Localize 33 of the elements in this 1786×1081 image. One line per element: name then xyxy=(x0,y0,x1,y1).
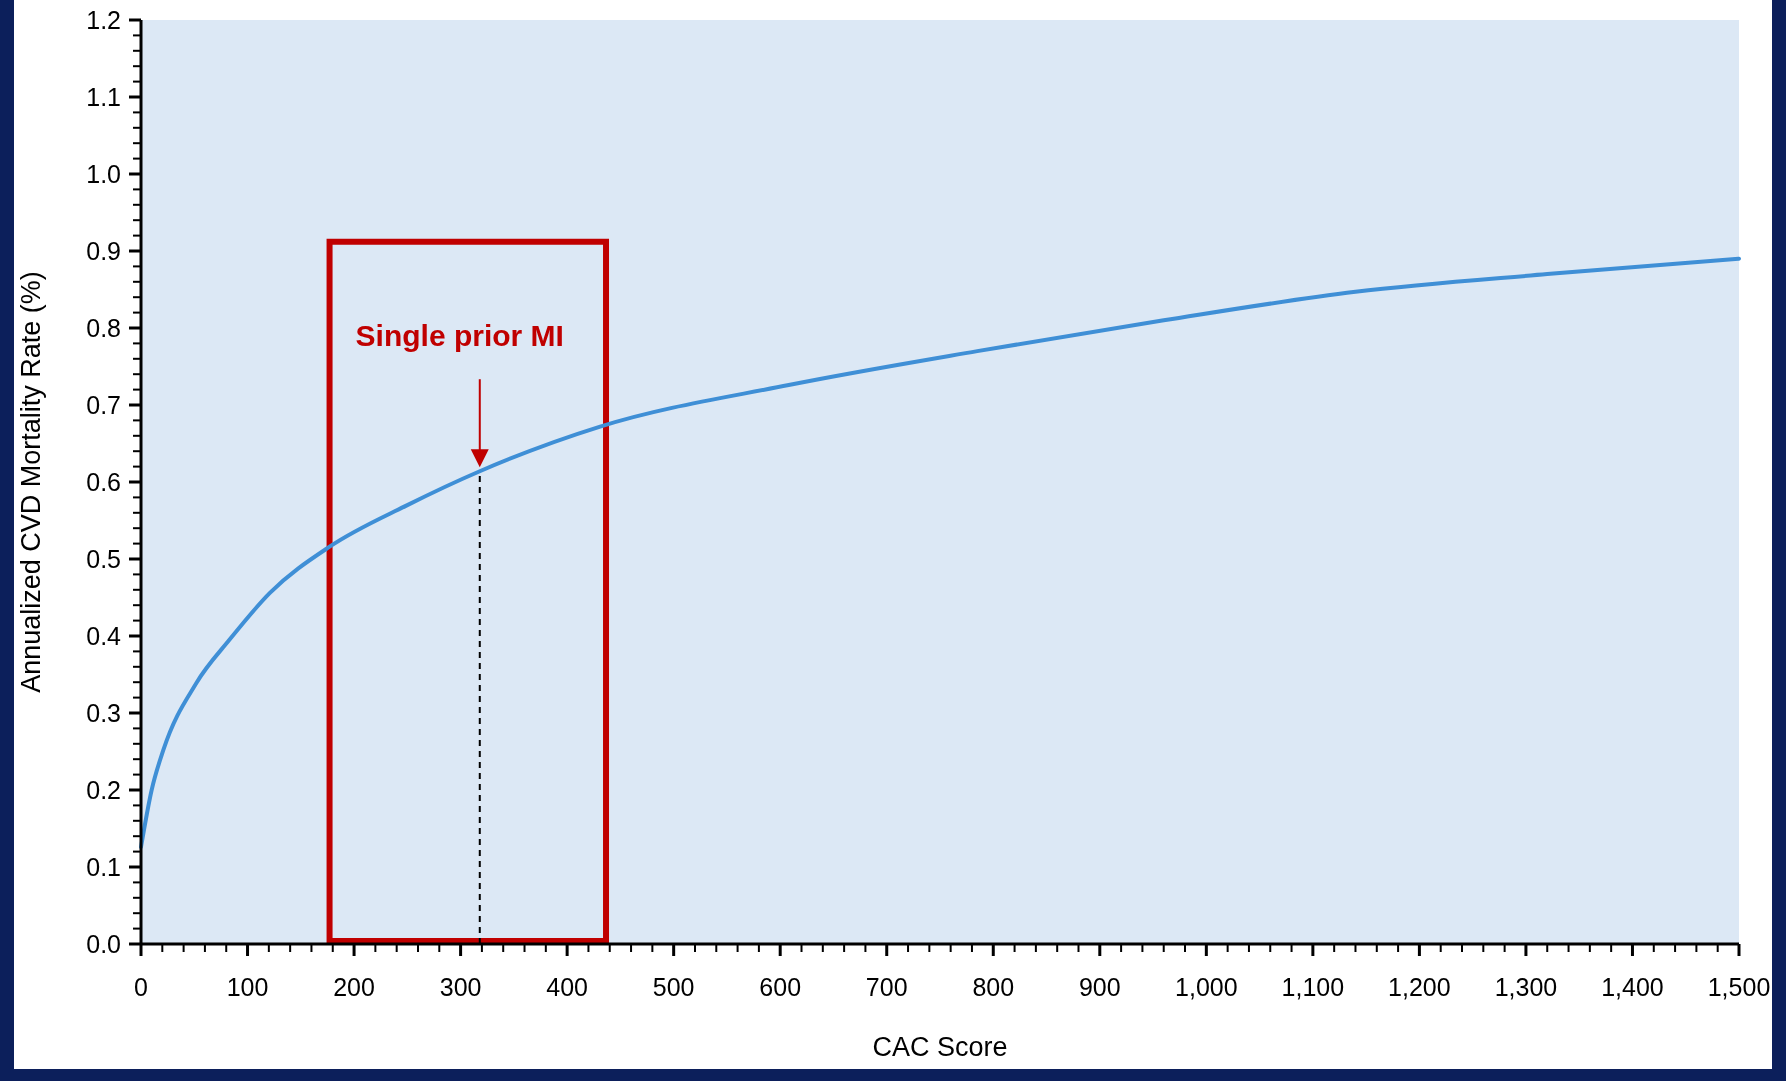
x-tick-label: 1,100 xyxy=(1281,973,1345,1001)
x-tick-label: 200 xyxy=(333,973,375,1001)
y-tick-label: 0.0 xyxy=(86,930,121,958)
x-tick-label: 600 xyxy=(759,973,802,1001)
x-tick-label: 700 xyxy=(865,973,908,1001)
y-tick-label: 0.9 xyxy=(86,237,121,265)
line-series xyxy=(139,256,1741,849)
x-tick-label: 1,300 xyxy=(1494,973,1558,1001)
x-tick-label: 0 xyxy=(134,973,148,1001)
y-tick-label: 0.2 xyxy=(86,776,121,804)
y-tick-label: 0.4 xyxy=(86,622,122,650)
y-tick-label: 0.6 xyxy=(86,468,121,496)
x-tick-label: 1,400 xyxy=(1601,973,1664,1001)
x-tick-label: 100 xyxy=(226,973,269,1001)
x-tick-label: 800 xyxy=(972,973,1015,1001)
y-tick-label: 1.0 xyxy=(86,160,121,188)
annotation: Single prior MI xyxy=(355,319,564,353)
x-axis-title: CAC Score xyxy=(872,1032,1008,1062)
x-tick-label: 300 xyxy=(439,973,482,1001)
x-tick-label: 500 xyxy=(652,973,695,1001)
x-tick-label: 400 xyxy=(546,973,588,1001)
y-tick-label: 0.3 xyxy=(86,699,121,727)
y-tick-label: 0.8 xyxy=(86,314,121,342)
y-tick-label: 1.1 xyxy=(86,83,121,111)
y-tick-label: 0.7 xyxy=(86,391,121,419)
y-tick-label: 0.5 xyxy=(86,545,121,573)
y-axis-title: Annualized CVD Mortality Rate (%) xyxy=(16,271,46,693)
x-tick-label: 1,500 xyxy=(1707,973,1771,1001)
x-tick-label: 1,000 xyxy=(1175,973,1238,1001)
y-tick-label: 0.1 xyxy=(86,853,121,881)
x-tick-label: 1,200 xyxy=(1388,973,1451,1001)
x-tick-label: 900 xyxy=(1078,973,1121,1001)
y-tick-label: 1.2 xyxy=(86,6,121,34)
